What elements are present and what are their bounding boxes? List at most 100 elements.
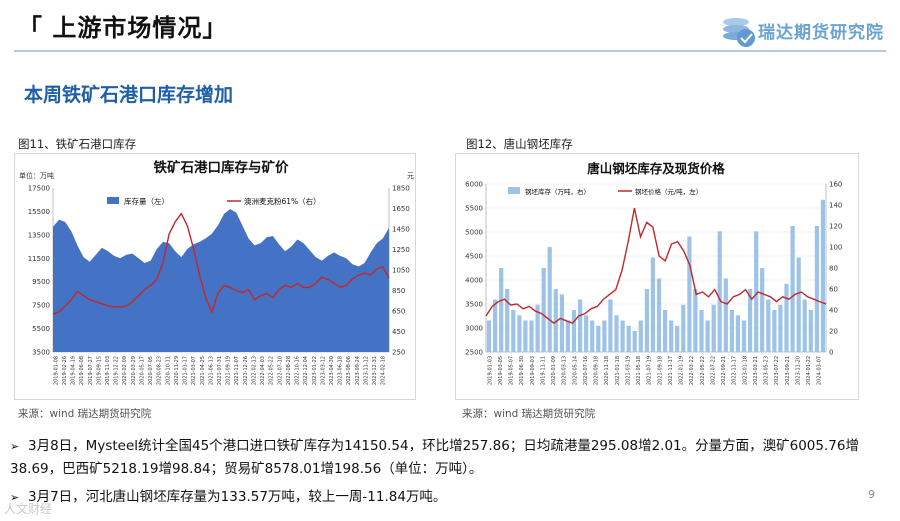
- bar-billet-inventory: [499, 268, 504, 352]
- x-tick-label: 2024-02-18: [381, 356, 387, 385]
- bar-billet-inventory: [772, 310, 777, 352]
- x-tick-label: 2022-09-21: [721, 356, 727, 385]
- x-tick-label: 2019-02-26: [62, 356, 68, 385]
- figure-caption-1: 图11、铁矿石港口库存: [18, 137, 137, 151]
- x-tick-label: 2023-07-22: [774, 356, 780, 385]
- x-tick-label: 2021-09-18: [657, 356, 663, 385]
- y-right-tick-label: 650: [392, 308, 405, 316]
- bar-billet-inventory: [523, 320, 528, 352]
- bar-billet-inventory: [675, 325, 680, 353]
- header-divider: [14, 50, 886, 52]
- y-left-tick-label: 3500: [32, 349, 50, 357]
- bar-billet-inventory: [820, 199, 825, 353]
- x-tick-label: 2020-02-09: [122, 356, 128, 385]
- bar-billet-inventory: [778, 304, 783, 353]
- y-left-tick-label: 3000: [465, 325, 483, 333]
- y-left-tick-label: 5500: [465, 205, 483, 213]
- x-tick-label: 2020-03-29: [131, 356, 137, 385]
- bar-billet-inventory: [541, 268, 546, 352]
- x-tick-label: 2020-08-23: [157, 356, 163, 385]
- bar-billet-inventory: [687, 236, 692, 352]
- bar-billet-inventory: [614, 315, 619, 353]
- bar-billet-inventory: [760, 268, 765, 352]
- bar-billet-inventory: [535, 304, 540, 353]
- bar-billet-inventory: [693, 289, 698, 352]
- x-tick-label: 2021-12-26: [243, 356, 249, 385]
- bar-billet-inventory: [790, 226, 795, 352]
- x-tick-label: 2021-09-19: [226, 356, 232, 385]
- x-tick-label: 2019-03-05: [498, 356, 504, 385]
- x-tick-label: 2020-11-29: [174, 356, 180, 385]
- watermark: 人文财经: [4, 502, 53, 516]
- x-tick-label: 2021-04-25: [200, 356, 206, 385]
- x-tick-label: 2023-04-30: [329, 356, 335, 385]
- logo-icon: [723, 18, 755, 47]
- legend-swatch: [508, 187, 520, 194]
- bar-billet-inventory: [717, 231, 722, 353]
- figure-caption-2: 图12、唐山钢坯库存: [466, 137, 573, 151]
- x-tick-label: 2019-11-11: [540, 356, 546, 385]
- y-right-tick-label: 100: [829, 244, 842, 252]
- x-tick-label: 2023-12-31: [372, 356, 378, 385]
- bar-billet-inventory: [741, 320, 747, 352]
- x-tick-label: 2023-03-21: [753, 356, 759, 385]
- y-right-tick-label: 20: [829, 328, 838, 336]
- bar-billet-inventory: [663, 310, 668, 352]
- bar-billet-inventory: [632, 331, 637, 352]
- bar-billet-inventory: [511, 310, 516, 352]
- x-tick-label: 2022-11-17: [732, 356, 738, 385]
- bar-billet-inventory: [735, 315, 740, 353]
- x-tick-label: 2020-05-14: [572, 356, 578, 385]
- x-tick-label: 2021-11-17: [668, 356, 674, 385]
- bar-billet-inventory: [559, 294, 564, 353]
- bullet-arrow-icon: ➢: [10, 440, 20, 453]
- x-tick-label: 2022-01-19: [679, 356, 685, 385]
- y-left-tick-label: 11500: [28, 255, 50, 263]
- y-right-tick-label: 80: [829, 265, 838, 273]
- x-tick-label: 2022-10-16: [295, 356, 301, 385]
- x-tick-label: 2023-08-06: [346, 356, 352, 385]
- legend-swatch: [107, 197, 119, 204]
- y-right-tick-label: 850: [392, 287, 405, 295]
- unit-left: 单位：万吨: [19, 171, 54, 180]
- x-tick-label: 2022-05-22: [700, 356, 706, 385]
- bar-billet-inventory: [802, 299, 807, 352]
- bar-billet-inventory: [681, 304, 686, 353]
- y-left-tick-label: 6000: [465, 181, 483, 189]
- x-tick-label: 2023-05-23: [764, 356, 770, 385]
- y-left-tick-label: 2500: [465, 349, 483, 357]
- x-tick-label: 2023-11-12: [363, 356, 369, 385]
- x-tick-label: 2023-06-18: [338, 356, 344, 385]
- x-tick-label: 2020-09-18: [594, 356, 600, 385]
- bar-billet-inventory: [565, 320, 570, 352]
- y-left-tick-label: 9500: [32, 278, 50, 286]
- x-tick-label: 2022-07-10: [277, 356, 283, 385]
- x-tick-label: 2023-01-22: [312, 356, 318, 385]
- bar-billet-inventory: [669, 320, 674, 352]
- bar-billet-inventory: [814, 226, 819, 352]
- x-tick-label: 2021-07-19: [647, 356, 653, 385]
- bar-billet-inventory: [754, 231, 759, 353]
- chart-billet-inventory-svg: 唐山钢坯库存及现货价格 6000 5500 5000 4500 4000 3500 3000 2…: [465, 161, 842, 385]
- bar-billet-inventory: [626, 325, 631, 353]
- x-tick-label: 2023-11-20: [795, 356, 801, 385]
- page-title: 「 上游市场情况」: [18, 14, 228, 42]
- x-tick-label: 2019-06-30: [519, 356, 525, 385]
- unit-right: 元: [407, 172, 414, 180]
- bar-billet-inventory: [590, 320, 595, 352]
- x-tick-label: 2019-11-03: [105, 356, 111, 385]
- bar-billet-inventory: [705, 320, 710, 352]
- x-tick-label: 2021-03-07: [191, 356, 197, 385]
- bar-billet-inventory: [808, 310, 813, 352]
- bar-billet-inventory: [602, 320, 607, 352]
- x-tick-label: 2019-06-08: [79, 356, 85, 385]
- bar-billet-inventory: [608, 299, 613, 352]
- x-tick-label: 2021-06-13: [208, 356, 214, 385]
- bar-billet-inventory: [553, 289, 558, 352]
- legend-label: 钢坯库存（万吨，右）: [525, 187, 590, 196]
- bar-billet-inventory: [578, 299, 583, 352]
- x-tick-label: 2020-10-11: [165, 356, 171, 385]
- chart-billet-inventory: 唐山钢坯库存及现货价格 6000 5500 5000 4500 4000 3500 3000 2…: [455, 153, 859, 400]
- x-tick-label: 2020-03-13: [562, 356, 568, 385]
